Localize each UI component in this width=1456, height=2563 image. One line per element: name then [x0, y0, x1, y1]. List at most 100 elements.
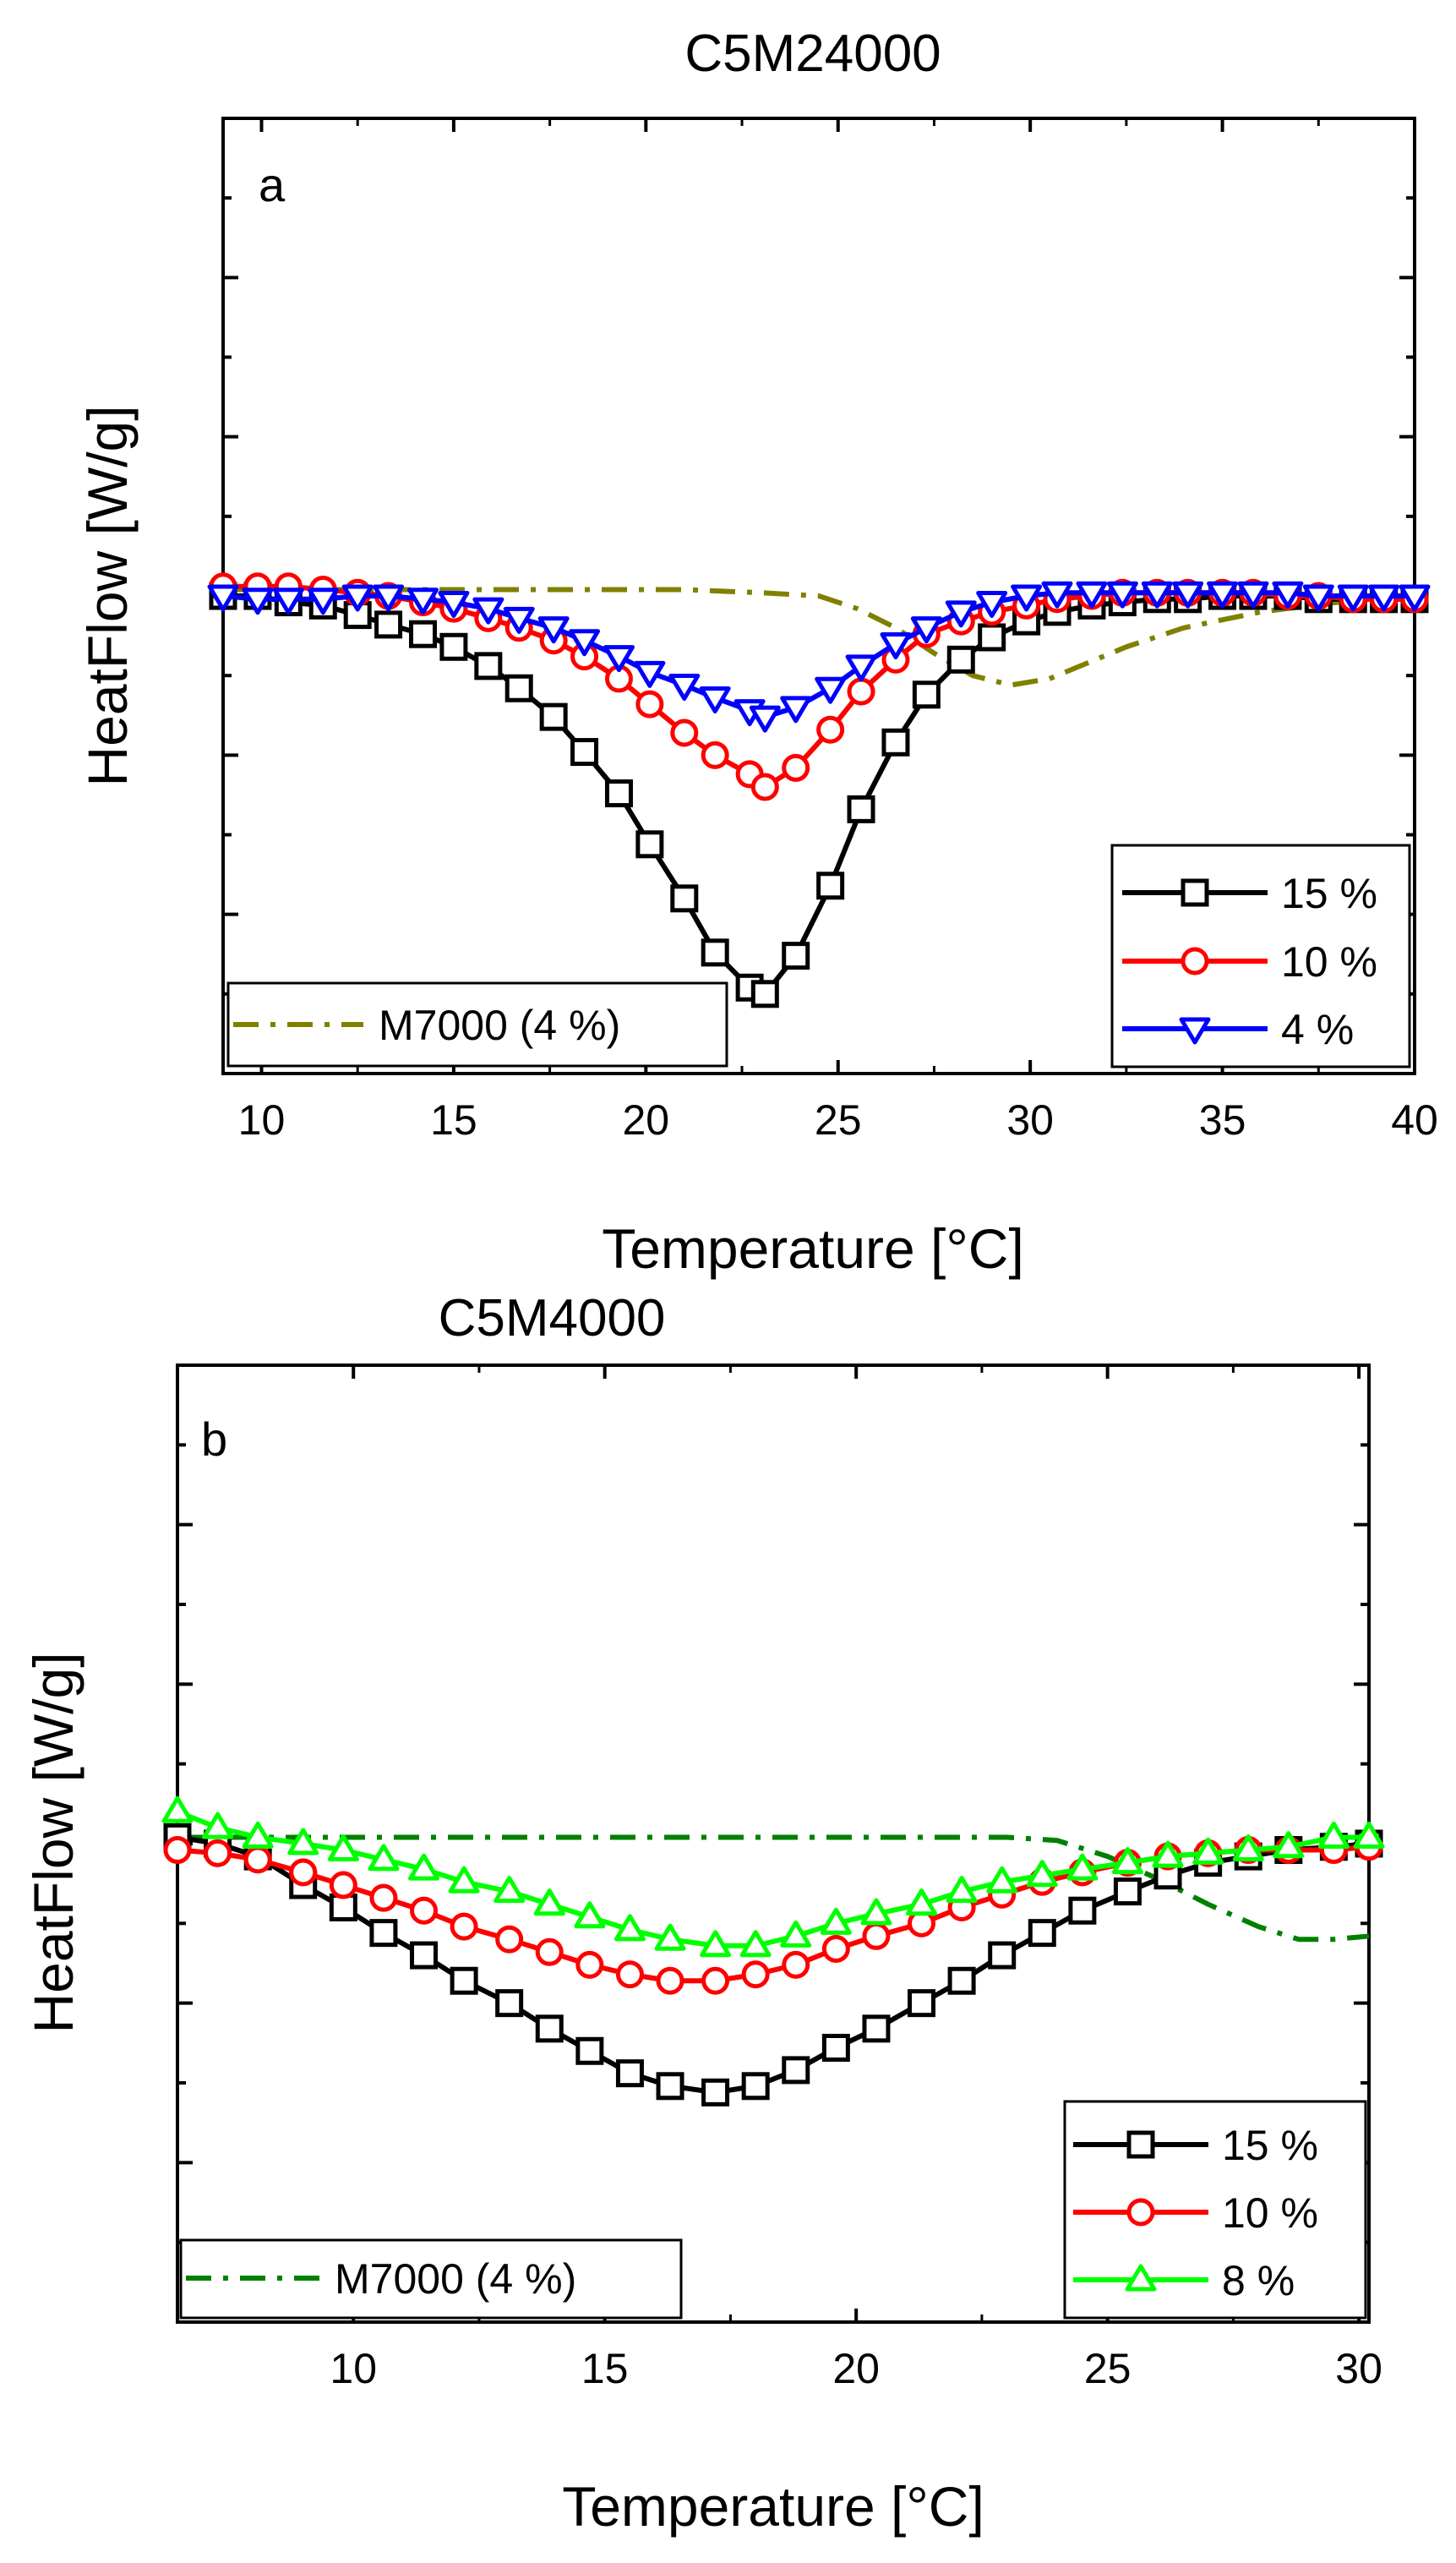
data-point [1068, 1896, 1097, 1925]
x-tick-labels: 10 15 20 25 30 [330, 2345, 1382, 2392]
data-point [202, 1812, 234, 1839]
chart-title: C5M24000 [684, 25, 941, 83]
legend-symbol [1125, 2264, 1157, 2292]
data-point [750, 980, 779, 1008]
data-point [242, 587, 274, 615]
data-point [862, 2014, 891, 2043]
data-point [575, 1950, 604, 1979]
data-point [341, 584, 374, 612]
legend-label-4pct: 4 % [1281, 1006, 1354, 1053]
data-point [912, 680, 941, 709]
data-point [906, 1888, 938, 1916]
data-point [369, 1883, 398, 1912]
x-tick-label: 15 [430, 1096, 477, 1144]
data-point [635, 830, 664, 859]
data-point [615, 2059, 644, 2088]
chart-panel-a: C5M24000 a 10 15 20 25 30 35 40 Temperature [°… [76, 25, 1438, 1280]
legend-marker-10pct [1126, 2198, 1155, 2227]
data-point [699, 686, 731, 714]
data-point [327, 1834, 359, 1862]
y-axis-label: HeatFlow [W/g] [22, 1652, 85, 2033]
data-point [472, 597, 504, 625]
data-point [816, 872, 845, 900]
data-point [908, 1989, 936, 2018]
legend-marker-10pct [1181, 947, 1209, 975]
data-point [329, 1871, 357, 1899]
data-point [670, 884, 699, 913]
data-point [821, 1935, 850, 1964]
legend-marker-15pct [1181, 878, 1209, 907]
data-point [634, 660, 666, 688]
data-point [741, 2072, 770, 2101]
data-point [373, 584, 405, 612]
data-point [574, 1901, 606, 1929]
legend-label-m7000: M7000 (4 %) [379, 1002, 620, 1049]
legend-label-15pct: 15 % [1281, 870, 1377, 917]
x-tick-label: 15 [581, 2345, 629, 2392]
data-point [1232, 1834, 1264, 1862]
data-point [569, 629, 601, 657]
data-point [503, 606, 535, 634]
data-point [604, 779, 633, 808]
series-15-pct [163, 1823, 1383, 2107]
data-point [1302, 584, 1334, 612]
legend-marker-15pct [1126, 2130, 1155, 2159]
data-point [163, 1836, 192, 1865]
data-point [1317, 1821, 1350, 1849]
data-point [450, 1912, 478, 1941]
data-point [494, 1876, 526, 1904]
panel-label: b [201, 1413, 227, 1466]
data-point [739, 1930, 772, 1958]
reference-legend: M7000 (4 %) [226, 981, 728, 1068]
data-point [750, 773, 779, 801]
data-point [1106, 581, 1138, 609]
data-point [701, 740, 729, 769]
data-point [945, 600, 977, 628]
data-point [780, 696, 812, 724]
legend-label-10pct: 10 % [1222, 2189, 1318, 2237]
data-point [700, 1930, 732, 1958]
data-point [881, 728, 910, 757]
data-point [410, 1896, 439, 1925]
data-point [329, 1893, 357, 1921]
data-point [495, 1925, 524, 1954]
x-tick-labels: 10 15 20 25 30 35 40 [238, 1096, 1438, 1144]
data-point [847, 795, 875, 823]
data-point [1192, 1837, 1224, 1865]
data-point [474, 652, 503, 680]
data-point [287, 1828, 319, 1855]
data-point [407, 587, 439, 615]
data-point [570, 738, 599, 767]
data-point [947, 1966, 976, 1995]
data-point [408, 1853, 440, 1881]
data-point [207, 584, 239, 612]
data-point [243, 1845, 272, 1874]
x-tick-label: 25 [1084, 2345, 1132, 2392]
x-axis-label: Temperature [°C] [562, 2475, 984, 2538]
data-point [654, 1923, 686, 1951]
data-point [1152, 1840, 1184, 1868]
data-point [656, 2072, 684, 2101]
data-point [978, 623, 1006, 652]
legend-symbol [1181, 947, 1209, 975]
x-tick-label: 30 [1006, 1096, 1054, 1144]
x-tick-label: 30 [1335, 2345, 1382, 2392]
data-point [272, 587, 304, 615]
data-point [845, 654, 877, 682]
data-point [880, 632, 912, 659]
data-point [701, 938, 729, 967]
data-point [161, 1795, 194, 1823]
data-point [535, 1937, 564, 1966]
y-axis-label: HeatFlow [W/g] [76, 405, 139, 786]
series-layer [161, 1795, 1385, 2107]
data-point [741, 1960, 770, 1989]
legend-symbol [1179, 1017, 1211, 1045]
data-point [539, 702, 568, 731]
data-point [307, 587, 339, 615]
data-point [946, 1876, 978, 1904]
data-point [976, 591, 1008, 619]
data-point [635, 690, 664, 719]
legend-symbol [1126, 2198, 1155, 2227]
data-point [1011, 584, 1043, 612]
